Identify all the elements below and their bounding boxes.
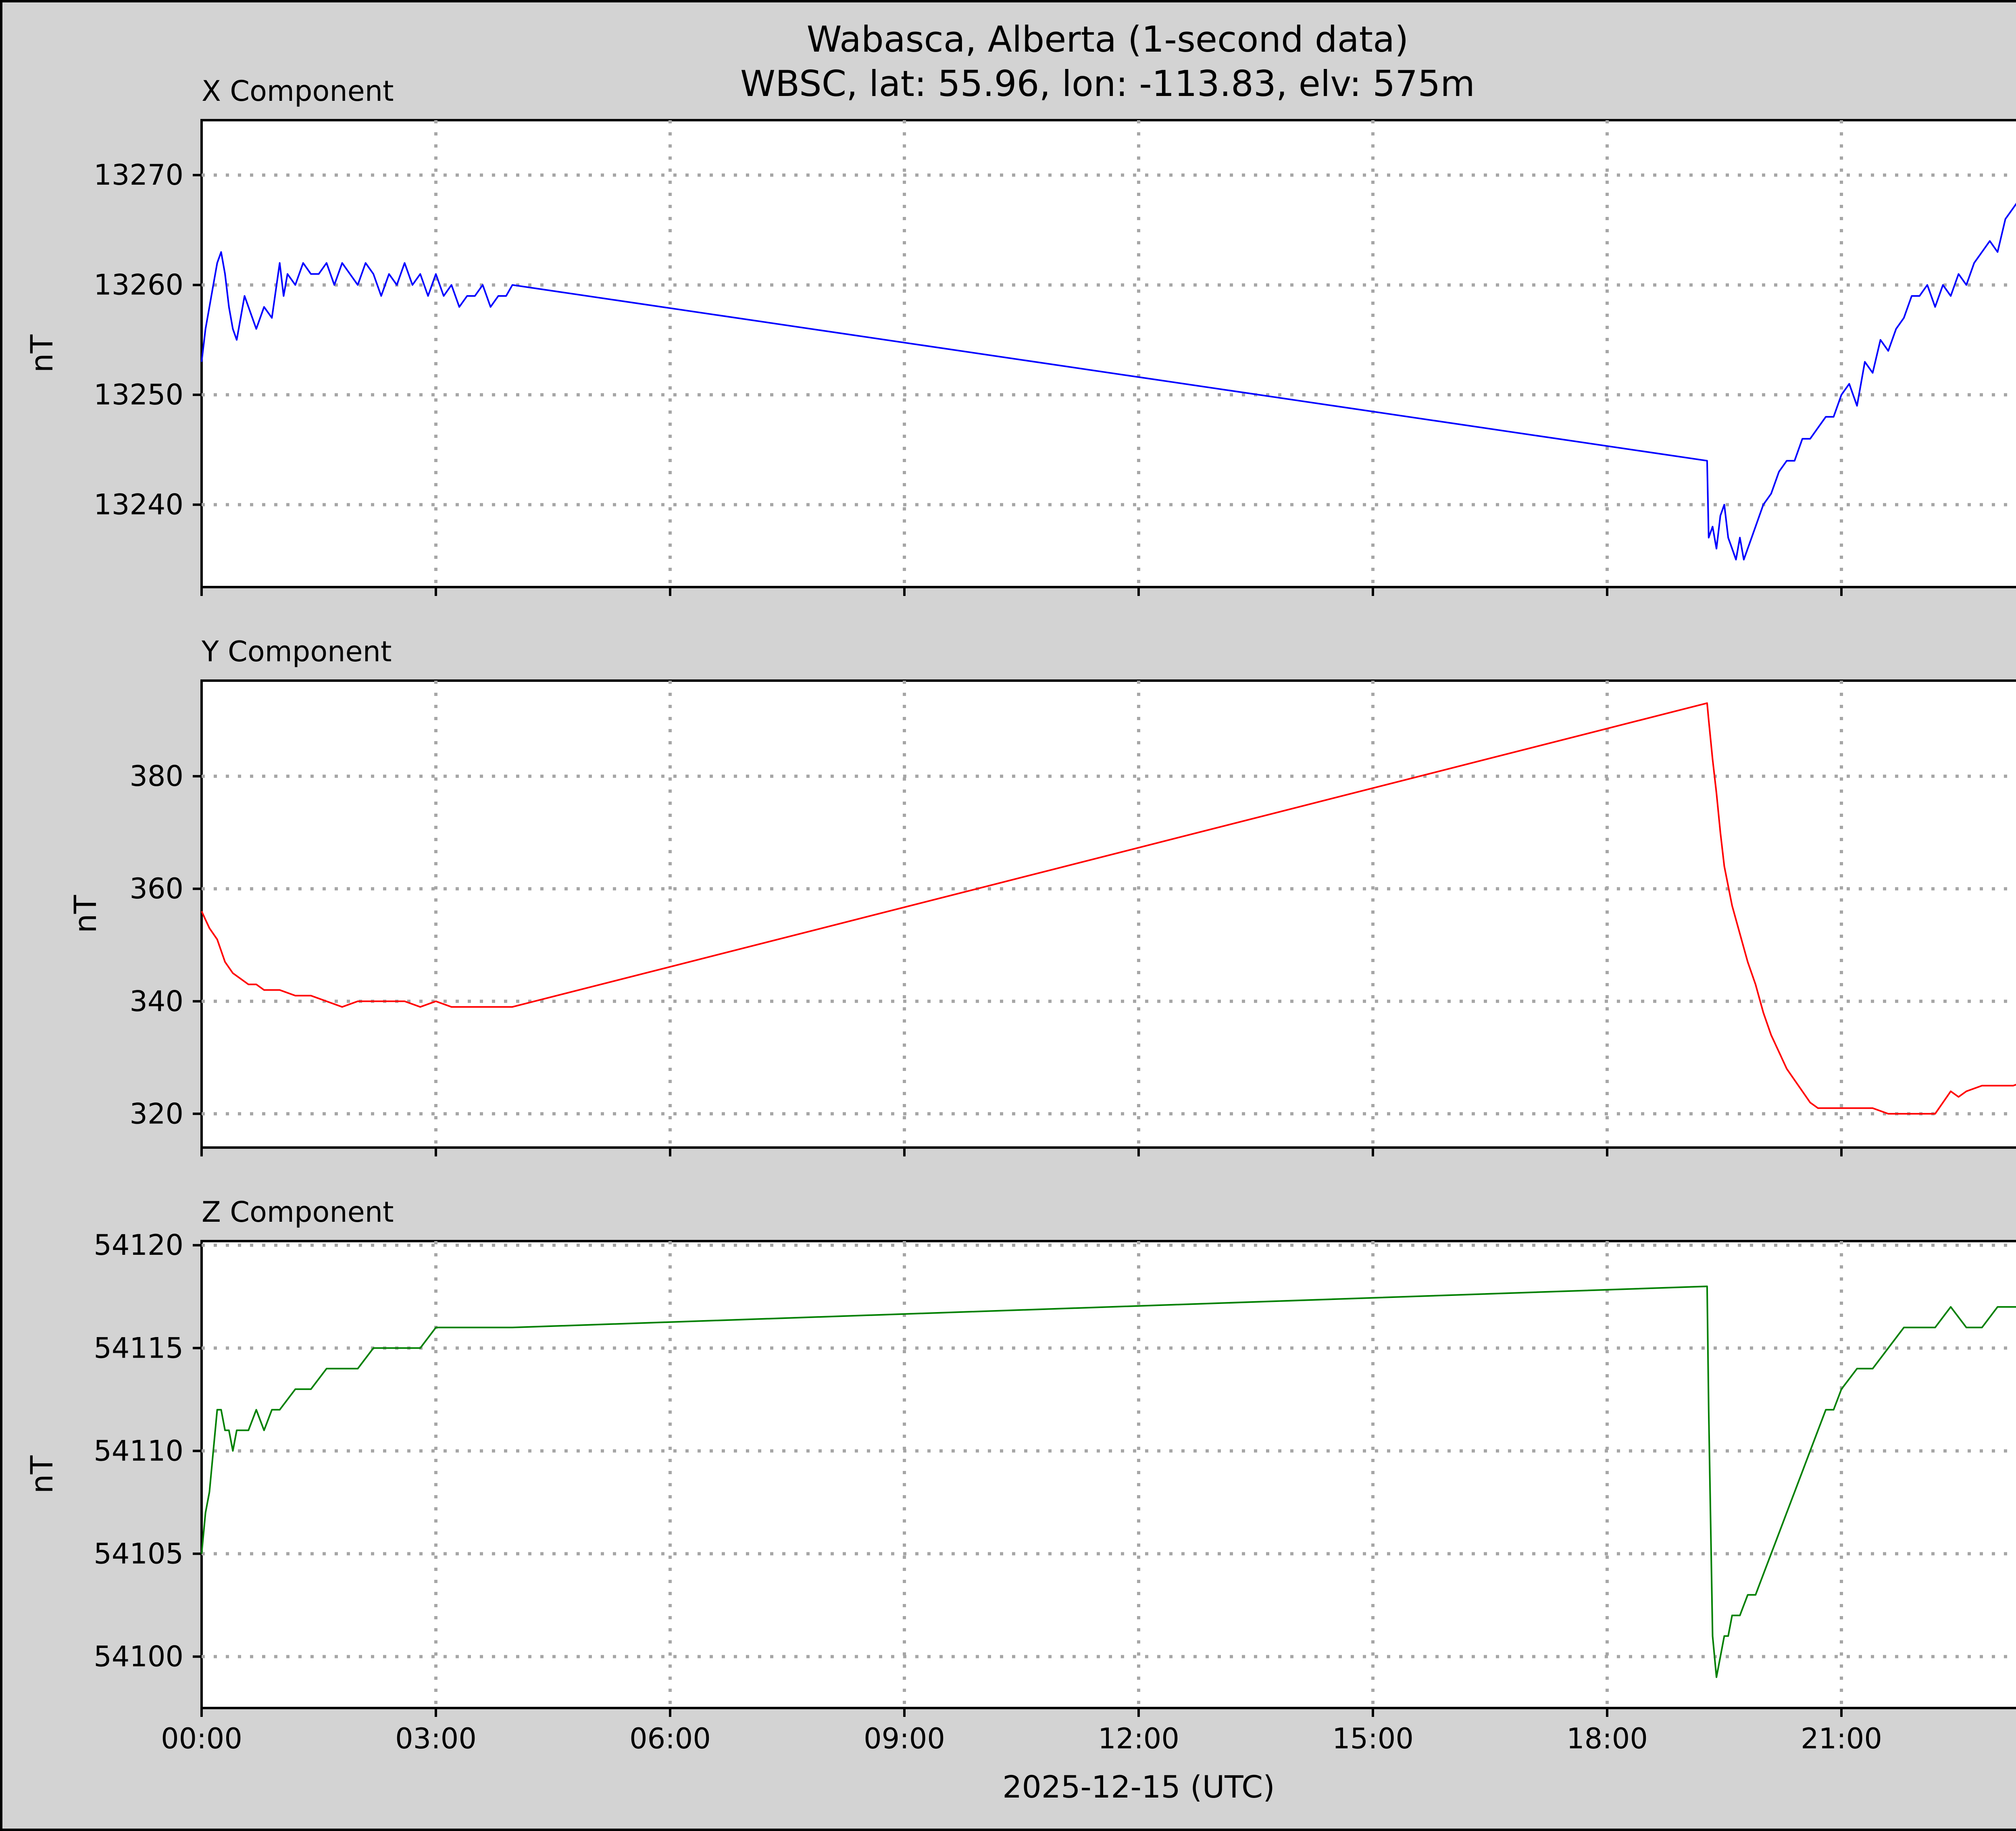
- x-tick-label: 12:00: [1098, 1722, 1179, 1755]
- x-axis-label: 2025-12-15 (UTC): [1002, 1769, 1275, 1805]
- y-axis-label-0: nT: [24, 334, 60, 373]
- y-tick-label: 13250: [94, 378, 183, 411]
- y-tick-label: 54105: [94, 1537, 183, 1570]
- x-tick-label: 06:00: [629, 1722, 711, 1755]
- y-tick-label: 13240: [94, 488, 183, 521]
- x-tick-label: 00:00: [161, 1722, 242, 1755]
- x-tick-label: 03:00: [395, 1722, 477, 1755]
- panel-title-2: Z Component: [202, 1196, 394, 1229]
- y-axis-label-1: nT: [67, 895, 103, 933]
- panel-2: Z Component 00:00 03:00 06:00 09:00 12:00 15:0…: [24, 1196, 2016, 1805]
- plot-area-0: [200, 119, 2016, 588]
- series-line-2-0: [201, 1285, 2016, 1678]
- y-tick-label: 13270: [94, 158, 183, 192]
- x-tick-label: 21:00: [1801, 1722, 1882, 1755]
- y-tick-label: 340: [129, 985, 183, 1018]
- figure-subtitle: WBSC, lat: 55.96, lon: -113.83, elv: 575…: [740, 63, 1475, 104]
- series-line-0-0: [201, 202, 2016, 560]
- y-tick-label: 320: [129, 1097, 183, 1130]
- x-tick-label: 18:00: [1566, 1722, 1648, 1755]
- y-tick-label: 380: [129, 760, 183, 793]
- panel-title-1: Y Component: [201, 635, 392, 668]
- plot-area-1: [200, 679, 2016, 1149]
- panel-0: X Component 13240 13250 13260 13270 nT: [24, 75, 2016, 596]
- y-tick-label: 54110: [94, 1434, 183, 1467]
- figure-title: Wabasca, Alberta (1-second data): [807, 19, 1409, 60]
- y-tick-label: 13260: [94, 269, 183, 302]
- y-tick-label: 54100: [94, 1640, 183, 1673]
- panel-title-0: X Component: [202, 75, 394, 108]
- y-tick-label: 54120: [94, 1229, 183, 1262]
- panel-1: Y Component 320 340 360 380 nT: [67, 635, 2016, 1156]
- plot-area-2: [200, 1240, 2016, 1709]
- x-tick-label: 15:00: [1332, 1722, 1414, 1755]
- y-tick-label: 360: [129, 872, 183, 905]
- y-tick-label: 54115: [94, 1331, 183, 1364]
- y-axis-label-2: nT: [24, 1455, 60, 1494]
- x-tick-label: 09:00: [864, 1722, 945, 1755]
- series-line-1-0: [201, 702, 2016, 1115]
